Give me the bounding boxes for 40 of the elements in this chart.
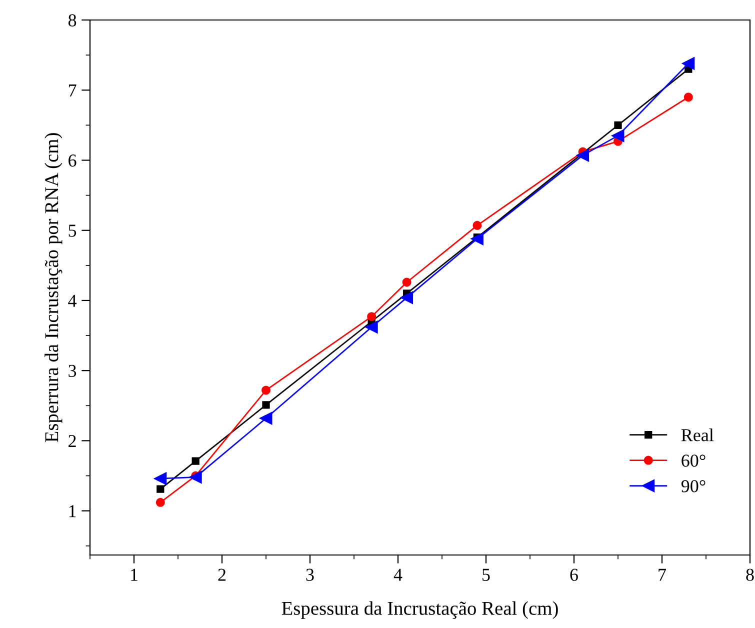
x-tick-label: 4 (394, 568, 402, 581)
x-tick-label: 2 (218, 568, 226, 581)
point (612, 129, 624, 142)
y-tick-label: 5 (68, 224, 76, 237)
point (262, 401, 270, 409)
point (365, 320, 378, 334)
x-tick-label: 8 (746, 568, 754, 581)
point (614, 121, 622, 129)
y-tick-label: 6 (68, 154, 76, 167)
point (156, 498, 165, 507)
x-tick-label: 5 (482, 568, 490, 581)
point (261, 386, 271, 395)
point (684, 92, 693, 102)
x-tick-label: 1 (131, 568, 138, 581)
y-tick-label: 1 (69, 505, 76, 518)
y-tick-label: 3 (68, 364, 76, 378)
x-tick-label: 3 (306, 568, 314, 581)
y-tick-label: 2 (68, 435, 76, 447)
point (472, 220, 482, 230)
y-tick-label: 7 (68, 84, 76, 96)
legend-label: Real (681, 428, 714, 442)
y-tick-label: 4 (68, 294, 77, 307)
y-axis-title: Esperrura da Incrustação por RNA (cm) (44, 133, 62, 442)
point (402, 278, 412, 287)
legend-label: 90° (681, 480, 706, 492)
x-tick-label: 7 (658, 568, 666, 581)
legend-label: 60° (682, 454, 706, 467)
point (470, 232, 484, 246)
x-axis-title: Espessura da Incrustação Real (cm) (282, 601, 558, 619)
point (156, 485, 164, 493)
x-tick-label: 6 (570, 568, 578, 581)
point (260, 412, 272, 425)
point (189, 470, 202, 484)
point (192, 457, 200, 465)
point (367, 312, 376, 322)
point (400, 291, 414, 304)
y-tick-label: 8 (68, 14, 76, 26)
point (682, 57, 695, 70)
point (154, 472, 167, 485)
point (576, 149, 590, 162)
